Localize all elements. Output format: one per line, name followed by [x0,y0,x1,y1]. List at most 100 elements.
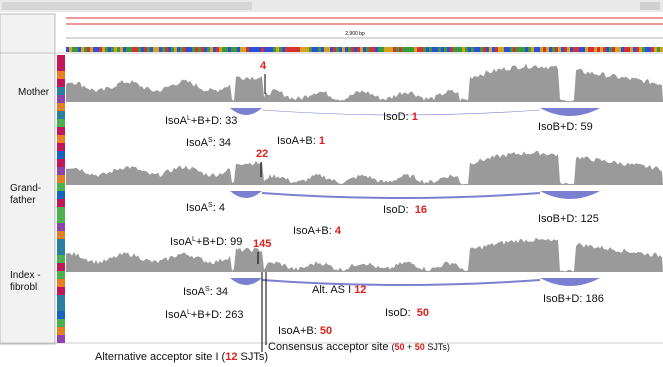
sample-strip [57,255,65,263]
sequence-base [267,47,270,52]
sequence-base [282,47,285,52]
sequence-base [363,47,366,52]
sequence-base [624,47,627,52]
sequence-base [315,47,318,52]
sample-strip [57,231,65,239]
sequence-base [537,47,540,52]
junction-label: IsoA+B: 1 [277,135,325,147]
label-part: 50 [395,342,405,352]
sequence-base [633,47,636,52]
sequence-base [132,47,135,52]
sequence-base [621,47,624,52]
sample-strip [57,79,65,87]
sequence-base [432,47,435,52]
label-part: IsoB+D: [543,293,586,305]
sequence-base [657,47,660,52]
sample-strip [57,191,65,199]
sequence-base [105,47,108,52]
sequence-base [72,47,75,52]
label-part: IsoA+B: [278,325,320,337]
sequence-base [453,47,456,52]
sequence-base [603,47,606,52]
sequence-base [456,47,459,52]
label-part: IsoA [170,236,192,248]
junction-label: IsoD: 50 [385,307,429,319]
sequence-base [66,47,69,52]
sequence-base [303,47,306,52]
sequence-base [369,47,372,52]
sequence-base [360,47,363,52]
sample-strip [57,103,65,111]
sequence-base [135,47,138,52]
sequence-base [459,47,462,52]
sequence-base [75,47,78,52]
sequence-base [594,47,597,52]
sequence-base [393,47,396,52]
sequence-base [375,47,378,52]
sequence-base [288,47,291,52]
sequence-base [510,47,513,52]
sequence-base [429,47,432,52]
sample-strip [57,287,65,295]
label-part: IsoA+B: [277,135,319,147]
sequence-base [579,47,582,52]
sample-strip [57,239,65,247]
sequence-base [546,47,549,52]
sequence-base [396,47,399,52]
junction-label: IsoB+D: 125 [538,213,599,225]
sequence-base [90,47,93,52]
sequence-base [261,47,264,52]
sequence-base [165,47,168,52]
sequence-base [270,47,273,52]
track-name: Grand- [10,183,41,195]
sequence-base [504,47,507,52]
sequence-base [570,47,573,52]
sequence-base [612,47,615,52]
label-part: Alternative acceptor site I ( [95,351,225,363]
sequence-base [300,47,303,52]
sequence-base [654,47,657,52]
sequence-base [219,47,222,52]
sequence-base [168,47,171,52]
annotation: Consensus acceptor site (50 + 50 SJTs) [268,341,450,353]
sequence-base [588,47,591,52]
sequence-base [522,47,525,52]
sequence-base [120,47,123,52]
sequence-base [78,47,81,52]
coverage [66,238,663,272]
sequence-base [276,47,279,52]
sequence-base [351,47,354,52]
sequence-base [645,47,648,52]
sequence-base [312,47,315,52]
sequence-base [627,47,630,52]
sequence-base [336,47,339,52]
label-part: +B+D: [196,236,230,248]
junction-label: IsoA+B: 50 [278,325,332,337]
sequence-base [234,47,237,52]
sample-strip [57,279,65,287]
label-part: +B+D: [191,115,225,127]
sequence-base [111,47,114,52]
sequence-base [525,47,528,52]
label-part: IsoB+D: [538,121,581,133]
sequence-base [372,47,375,52]
sequence-base [213,47,216,52]
sequence-base [405,47,408,52]
label-part: 34 [216,286,228,298]
sequence-base [462,47,465,52]
sequence-base [198,47,201,52]
sequence-base [117,47,120,52]
sample-strip [57,111,65,119]
label-part: Consensus acceptor site [268,341,392,353]
sequence-base [141,47,144,52]
sequence-base [498,47,501,52]
sequence-base [180,47,183,52]
sequence-base [144,47,147,52]
sequence-base [642,47,645,52]
sequence-base [330,47,333,52]
sequence-base [183,47,186,52]
sequence-base [519,47,522,52]
sequence-base [435,47,438,52]
sequence-base [597,47,600,52]
sequence-base [192,47,195,52]
